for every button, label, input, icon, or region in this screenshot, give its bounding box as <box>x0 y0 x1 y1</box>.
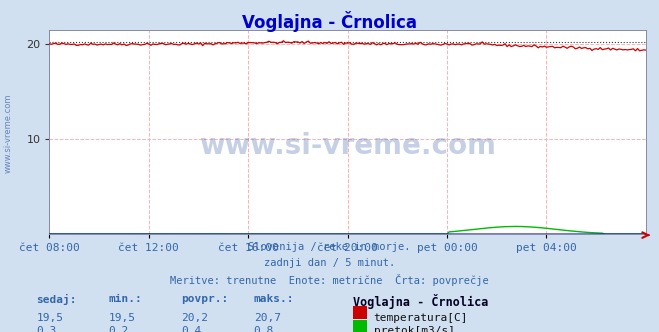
Text: www.si-vreme.com: www.si-vreme.com <box>3 93 13 173</box>
Text: Slovenija / reke in morje.: Slovenija / reke in morje. <box>248 242 411 252</box>
Text: 0,2: 0,2 <box>109 326 129 332</box>
Text: Voglajna - Črnolica: Voglajna - Črnolica <box>353 294 488 309</box>
Text: Voglajna - Črnolica: Voglajna - Črnolica <box>242 11 417 32</box>
Text: min.:: min.: <box>109 294 142 304</box>
Text: 19,5: 19,5 <box>36 313 63 323</box>
Text: maks.:: maks.: <box>254 294 294 304</box>
Text: 19,5: 19,5 <box>109 313 136 323</box>
Text: povpr.:: povpr.: <box>181 294 229 304</box>
Text: 0,8: 0,8 <box>254 326 274 332</box>
Text: 20,2: 20,2 <box>181 313 208 323</box>
Text: sedaj:: sedaj: <box>36 294 76 305</box>
Text: zadnji dan / 5 minut.: zadnji dan / 5 minut. <box>264 258 395 268</box>
Text: 0,4: 0,4 <box>181 326 202 332</box>
Text: 20,7: 20,7 <box>254 313 281 323</box>
Text: pretok[m3/s]: pretok[m3/s] <box>374 326 455 332</box>
Text: Meritve: trenutne  Enote: metrične  Črta: povprečje: Meritve: trenutne Enote: metrične Črta: … <box>170 274 489 286</box>
Text: 0,3: 0,3 <box>36 326 57 332</box>
Text: www.si-vreme.com: www.si-vreme.com <box>199 132 496 160</box>
Text: temperatura[C]: temperatura[C] <box>374 313 468 323</box>
